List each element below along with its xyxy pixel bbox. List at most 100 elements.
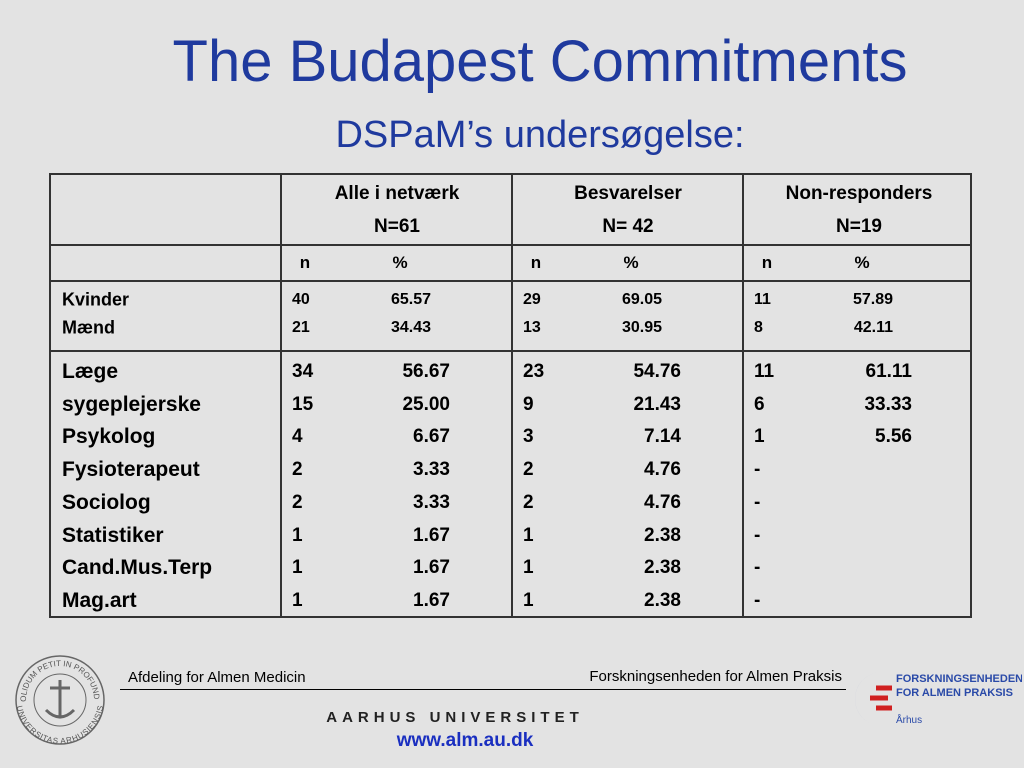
cell-n: 1 [523, 589, 534, 611]
row-label: Læge [62, 360, 119, 383]
anchor [44, 680, 76, 719]
footer-right: Forskningsenheden for Almen Praksis [589, 668, 842, 685]
row-label: Psykolog [62, 425, 156, 449]
border [49, 280, 972, 282]
cell-n: 1 [754, 426, 765, 448]
cell-pct: 65.57 [390, 291, 431, 308]
cell-n: 13 [523, 319, 541, 336]
cell-pct: 1.67 [413, 524, 450, 546]
footer-left: Afdeling for Almen Medicin [128, 669, 306, 686]
seal-ring [33, 673, 87, 727]
row-label: Statistiker [62, 523, 164, 547]
subheader: % [623, 253, 639, 272]
cell-n: 40 [292, 291, 310, 308]
cell-pct: 3.33 [413, 491, 450, 513]
logo-text: FOR ALMEN PRAKSIS [896, 687, 1013, 699]
logo-text: Århus [896, 713, 922, 726]
cell-n: 15 [292, 393, 314, 415]
row-label: Kvinder [62, 289, 130, 310]
cell-pct: 33.33 [864, 393, 912, 415]
subheader: n [299, 253, 311, 272]
cell-n: - [754, 557, 761, 579]
cell-n: 34 [292, 361, 314, 382]
cell-pct: 1.67 [413, 589, 450, 611]
cell-n: 4 [292, 426, 303, 448]
border [49, 244, 972, 246]
cell-n: 1 [523, 557, 534, 579]
border [511, 173, 513, 618]
cell-n: 1 [292, 557, 303, 579]
cell-n: 8 [754, 319, 763, 336]
group-n: N=19 [836, 216, 882, 237]
url: www.alm.au.dk [396, 730, 534, 751]
seal: SOLIDUM PETIT IN PROFUNDIS UNIVERSITAS A… [12, 648, 105, 746]
cell-pct: 25.00 [402, 393, 450, 415]
cell-pct: 42.11 [853, 319, 893, 336]
logo-text: FORSKNINGSENHEDEN [896, 673, 1022, 685]
cell-n: 6 [754, 393, 765, 415]
cell-pct: 5.56 [875, 426, 912, 448]
cell-pct: 54.76 [633, 361, 681, 382]
cell-n: 1 [292, 589, 303, 611]
cell-pct: 56.67 [402, 361, 450, 382]
cell-pct: 1.67 [413, 557, 450, 579]
seal-ring [15, 655, 105, 745]
row-label: sygeplejerske [62, 392, 201, 416]
cell-pct: 2.38 [644, 589, 681, 611]
cell-n: - [754, 589, 761, 611]
cell-pct: 30.95 [621, 319, 662, 336]
cell-n: 2 [523, 459, 534, 481]
border [49, 350, 972, 352]
cell-n: 2 [523, 491, 534, 513]
cell-n: 9 [523, 393, 534, 415]
cell-n: 21 [292, 319, 310, 336]
cell-n: - [754, 491, 761, 513]
cell-pct: 61.11 [865, 361, 913, 382]
border [280, 173, 282, 618]
group-n: N= 42 [602, 216, 654, 237]
cell-pct: 7.14 [644, 426, 681, 448]
subheader: % [392, 253, 408, 272]
cell-pct: 2.38 [644, 524, 681, 546]
subheader: n [530, 253, 542, 272]
cell-n: 11 [754, 361, 775, 382]
group-name: Besvarelser [574, 183, 682, 204]
subheader: % [854, 253, 870, 272]
cell-pct: 57.89 [852, 291, 893, 308]
cell-pct: 4.76 [644, 459, 681, 481]
table [49, 173, 972, 618]
cell-pct: 21.43 [633, 393, 681, 415]
cell-pct: 6.67 [413, 426, 450, 448]
title: The Budapest Commitments [172, 29, 908, 94]
row-label: Mænd [62, 317, 115, 338]
group-name: Alle i netværk [334, 183, 460, 204]
group-n: N=61 [374, 216, 420, 237]
cell-n: - [754, 459, 761, 481]
row-label: Fysioterapeut [62, 458, 200, 482]
cell-n: 1 [523, 524, 534, 546]
cell-pct: 34.43 [390, 319, 431, 336]
logo: FORSKNINGSENHEDEN FOR ALMEN PRAKSIS Århu… [854, 672, 1022, 726]
group-name: Non-responders [785, 183, 933, 204]
border [742, 173, 744, 618]
cell-n: 3 [523, 426, 534, 448]
cell-n: 2 [292, 459, 303, 481]
cell-n: 29 [523, 291, 541, 308]
university: AARHUS UNIVERSITET [326, 709, 584, 726]
cell-pct: 4.76 [644, 491, 681, 513]
cell-pct: 69.05 [621, 291, 662, 308]
cell-n: 2 [292, 491, 303, 513]
cell-n: 1 [292, 524, 303, 546]
logo-shape [870, 685, 892, 711]
row-label: Mag.art [62, 588, 137, 612]
subtitle: DSPaM’s undersøgelse: [335, 114, 745, 156]
cell-n: 23 [523, 361, 545, 382]
cell-pct: 3.33 [413, 459, 450, 481]
cell-n: - [754, 524, 761, 546]
subheader: n [761, 253, 773, 272]
cell-n: 11 [754, 291, 771, 308]
divider [120, 689, 846, 690]
row-label: Cand.Mus.Terp [62, 556, 213, 580]
cell-pct: 2.38 [644, 557, 681, 579]
